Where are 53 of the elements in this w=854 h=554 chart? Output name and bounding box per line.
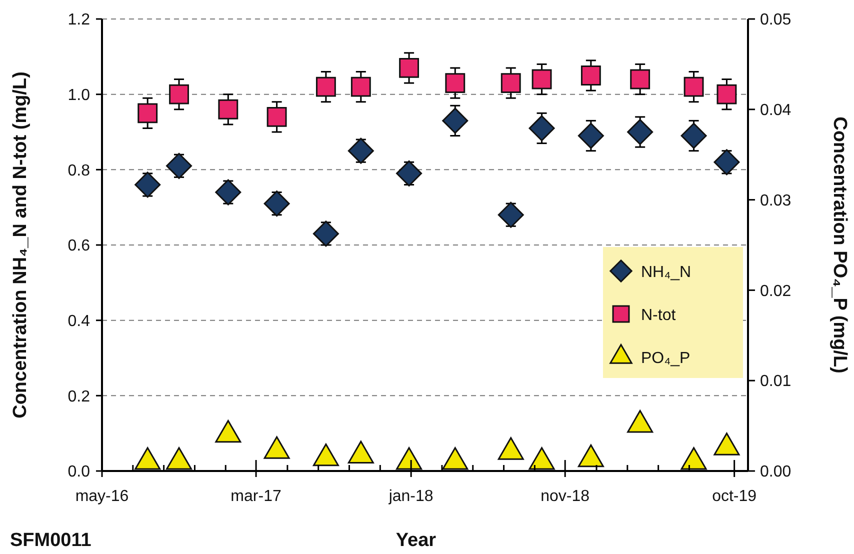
x-tick-label: may-16 bbox=[75, 488, 129, 505]
legend-label: N-tot bbox=[641, 307, 676, 324]
point bbox=[348, 138, 374, 164]
x-tick-label: oct-19 bbox=[712, 488, 757, 505]
y2-tick-label: 0.04 bbox=[760, 102, 792, 119]
x-tick-label: nov-18 bbox=[540, 488, 590, 505]
point bbox=[138, 103, 158, 124]
y2-tick-label: 0.02 bbox=[760, 282, 792, 300]
y-axis-title: Concentration NH₄_N and N-tot (mg/L) bbox=[10, 72, 31, 418]
point bbox=[312, 220, 339, 247]
point bbox=[218, 99, 238, 120]
point bbox=[500, 73, 521, 93]
point bbox=[716, 84, 737, 104]
point bbox=[684, 76, 704, 97]
point bbox=[442, 108, 468, 134]
point bbox=[316, 76, 336, 97]
text: SFM0011 bbox=[10, 530, 92, 551]
point bbox=[627, 119, 654, 145]
y2-tick-label: 0.03 bbox=[760, 192, 792, 210]
point bbox=[680, 122, 707, 149]
y-tick-label: 1.2 bbox=[68, 12, 90, 29]
legend-label: PO₄_P bbox=[641, 350, 690, 367]
y2-axis-title: Concentration PO₄_P (mg/L) bbox=[829, 116, 850, 374]
x-tick-label: mar-17 bbox=[230, 488, 282, 505]
point bbox=[350, 76, 371, 97]
point bbox=[630, 69, 650, 90]
point bbox=[169, 84, 189, 104]
point bbox=[396, 160, 422, 186]
y-tick-label: 0.4 bbox=[68, 312, 90, 330]
y2-tick-label: 0.01 bbox=[760, 373, 792, 390]
legend-label: NH₄_N bbox=[641, 264, 692, 281]
y-tick-label: 1.0 bbox=[68, 86, 90, 104]
point bbox=[266, 106, 287, 127]
y-tick-label: 0.6 bbox=[68, 238, 90, 255]
y2-tick-label: 0.05 bbox=[760, 12, 792, 29]
point bbox=[498, 202, 524, 228]
point bbox=[264, 190, 290, 217]
x-tick-label: jan-18 bbox=[388, 488, 434, 505]
point bbox=[445, 73, 466, 93]
point bbox=[166, 152, 192, 179]
y-tick-label: 0.8 bbox=[68, 162, 90, 180]
point bbox=[580, 66, 601, 86]
point bbox=[399, 58, 420, 78]
point bbox=[578, 122, 604, 149]
y-tick-label: 0.2 bbox=[68, 388, 90, 406]
point bbox=[532, 69, 552, 90]
x-axis-title: Year bbox=[396, 530, 437, 551]
point bbox=[528, 115, 555, 142]
y-tick-label: 0.0 bbox=[68, 464, 90, 481]
point bbox=[714, 149, 740, 176]
y2-tick-label: 0.00 bbox=[760, 464, 792, 481]
point bbox=[134, 172, 161, 198]
point bbox=[215, 179, 242, 206]
